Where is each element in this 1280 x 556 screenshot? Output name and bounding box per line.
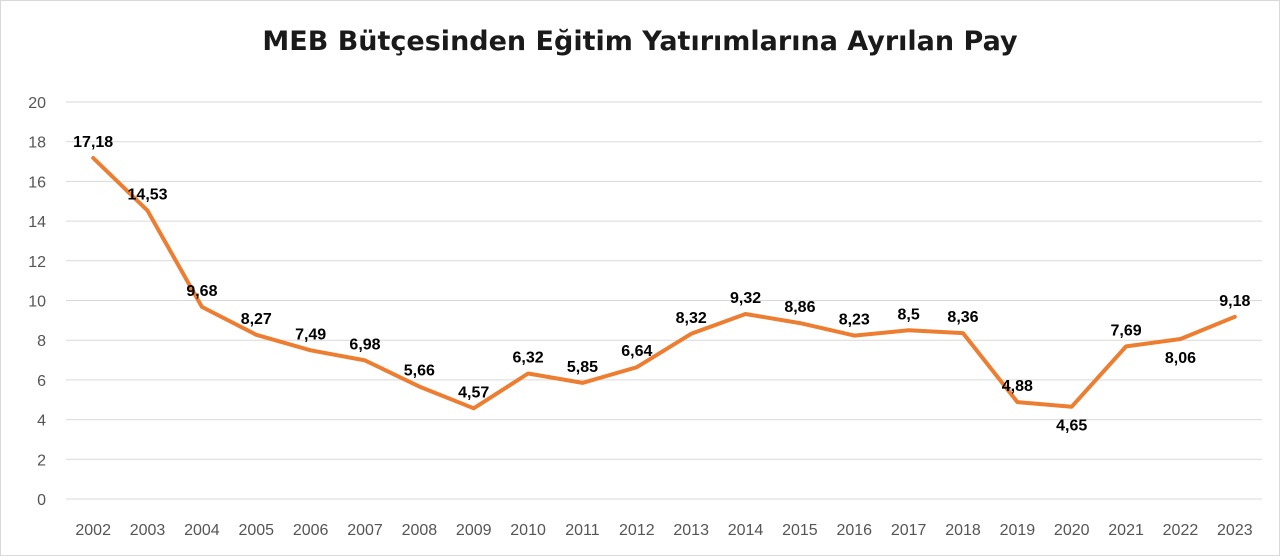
y-tick-label: 16 (28, 174, 46, 191)
y-tick-label: 14 (28, 214, 46, 231)
data-label: 4,57 (458, 384, 489, 401)
data-label: 14,53 (128, 187, 168, 204)
data-label: 7,69 (1111, 322, 1142, 339)
data-labels: 17,18 14,53 9,68 8,27 7,49 6,98 5,66 4,57 6,32 5,… (73, 134, 1250, 435)
x-tick-label: 2018 (945, 522, 981, 539)
data-label: 7,49 (295, 326, 326, 343)
y-tick-label: 2 (37, 452, 46, 469)
series-line (91, 156, 1237, 411)
x-tick-label: 2003 (130, 522, 166, 539)
data-label: 9,68 (186, 283, 217, 300)
x-tick-label: 2009 (456, 522, 492, 539)
data-label: 17,18 (73, 134, 113, 151)
x-tick-label: 2016 (836, 522, 872, 539)
x-tick-label: 2020 (1054, 522, 1090, 539)
x-axis-tick-labels: 2002 2003 2004 2005 2006 2007 2008 2009 2010 2011… (75, 522, 1252, 539)
x-tick-label: 2011 (565, 522, 600, 539)
y-tick-label: 4 (37, 413, 46, 430)
x-tick-label: 2015 (782, 522, 818, 539)
y-tick-label: 6 (37, 373, 46, 390)
data-label: 8,27 (241, 311, 272, 328)
data-label: 8,86 (784, 299, 815, 316)
data-label: 9,18 (1219, 293, 1250, 310)
data-label: 9,32 (730, 290, 761, 307)
data-label: 6,98 (349, 336, 380, 353)
data-label: 8,5 (898, 306, 920, 323)
x-tick-label: 2012 (619, 522, 655, 539)
y-axis-tick-labels: 0 2 4 6 8 10 12 14 16 18 20 (28, 95, 46, 509)
x-tick-label: 2007 (347, 522, 383, 539)
data-label: 5,85 (567, 359, 598, 376)
y-tick-label: 8 (37, 333, 46, 350)
x-tick-label: 2006 (293, 522, 329, 539)
series-line-layer (91, 156, 1237, 411)
data-label: 8,32 (676, 310, 707, 327)
x-tick-label: 2021 (1108, 522, 1144, 539)
data-label: 6,64 (621, 343, 652, 360)
data-label: 6,32 (513, 350, 544, 367)
data-label: 5,66 (404, 363, 435, 380)
data-label: 8,06 (1165, 350, 1196, 367)
y-tick-label: 0 (37, 492, 46, 509)
data-label: 8,36 (947, 309, 978, 326)
x-tick-label: 2010 (510, 522, 546, 539)
gridlines (66, 101, 1262, 500)
data-label: 4,88 (1002, 378, 1033, 395)
data-label: 8,23 (839, 312, 870, 329)
data-label: 4,65 (1056, 418, 1087, 435)
x-tick-label: 2005 (238, 522, 274, 539)
x-tick-label: 2017 (891, 522, 927, 539)
y-tick-label: 12 (28, 254, 46, 271)
x-tick-label: 2019 (1000, 522, 1036, 539)
x-tick-label: 2004 (184, 522, 220, 539)
x-tick-label: 2023 (1217, 522, 1253, 539)
y-tick-label: 20 (28, 95, 46, 112)
x-tick-label: 2002 (75, 522, 111, 539)
x-tick-label: 2013 (673, 522, 709, 539)
chart-title: MEB Bütçesinden Eğitim Yatırımlarına Ayr… (262, 26, 1018, 57)
x-tick-label: 2014 (728, 522, 764, 539)
x-tick-label: 2022 (1163, 522, 1199, 539)
y-tick-label: 18 (28, 135, 46, 152)
x-tick-label: 2008 (402, 522, 438, 539)
y-tick-label: 10 (28, 294, 46, 311)
